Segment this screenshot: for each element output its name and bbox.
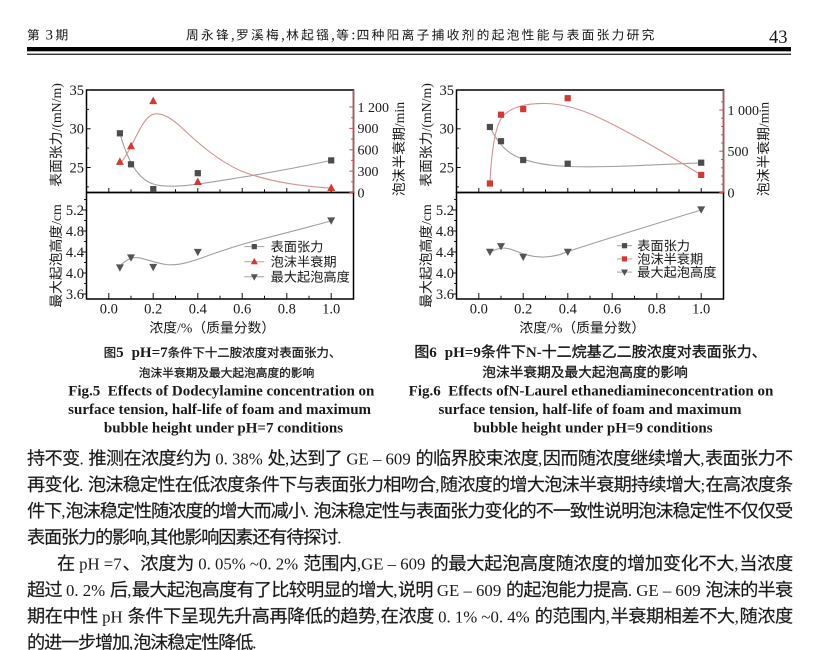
svg-text:/cm: /cm: [49, 204, 64, 225]
svg-text:30: 30: [440, 122, 455, 138]
svg-text:,: ,: [61, 502, 65, 521]
svg-text:pH=9: pH=9: [445, 345, 481, 361]
svg-text:1 200: 1 200: [358, 101, 390, 116]
svg-text:surface tension, half-life of: surface tension, half-life of foam and m…: [68, 402, 371, 418]
svg-text:.: .: [305, 502, 313, 521]
svg-text:3.6: 3.6: [66, 287, 84, 303]
svg-text:0. 2%: 0. 2%: [62, 581, 110, 600]
svg-text:0.0: 0.0: [100, 302, 118, 318]
svg-text:4.4: 4.4: [66, 245, 85, 261]
svg-text:GE – 609: GE – 609: [433, 581, 506, 600]
svg-text:4.4: 4.4: [436, 245, 455, 261]
svg-text:300: 300: [358, 165, 379, 180]
svg-text:4.8: 4.8: [66, 224, 84, 240]
svg-text:.: .: [252, 634, 256, 650]
svg-text:35: 35: [440, 83, 455, 99]
svg-text:,: ,: [734, 555, 738, 574]
svg-text:3.6: 3.6: [436, 287, 454, 303]
svg-text::: :: [351, 28, 355, 44]
svg-text:,: ,: [735, 607, 739, 626]
svg-text:;: ;: [701, 476, 706, 495]
svg-text:/(mN/m): /(mN/m): [419, 83, 435, 131]
svg-text:4.0: 4.0: [66, 266, 84, 282]
svg-text:,: ,: [606, 607, 610, 626]
svg-text:/%: /%: [177, 321, 193, 336]
svg-text:/%: /%: [547, 321, 563, 336]
svg-text:pH: pH: [98, 607, 127, 626]
svg-text:,: ,: [231, 28, 235, 44]
svg-text:5: 5: [116, 345, 124, 361]
svg-text:30: 30: [70, 122, 85, 138]
svg-text:25: 25: [70, 160, 85, 176]
svg-text:/min: /min: [392, 102, 407, 127]
svg-text:1 000: 1 000: [728, 104, 760, 119]
svg-text:500: 500: [728, 145, 749, 160]
svg-text:,: ,: [146, 528, 150, 547]
svg-text:35: 35: [70, 83, 85, 99]
svg-text:0: 0: [358, 186, 365, 201]
svg-text:,: ,: [331, 28, 335, 44]
svg-text:Fig.5 Effects of Dodecylamine: Fig.5 Effects of Dodecylamine concentrat…: [68, 384, 375, 400]
svg-text:5.2: 5.2: [436, 203, 454, 219]
svg-text:0.4: 0.4: [189, 302, 208, 318]
svg-text:0. 05% ~0. 2%: 0. 05% ~0. 2%: [194, 555, 302, 574]
svg-text:5.2: 5.2: [66, 203, 84, 219]
svg-text:0.6: 0.6: [233, 302, 251, 318]
svg-text:0. 38%: 0. 38%: [211, 450, 267, 469]
svg-text:. GE – 609: . GE – 609: [628, 581, 705, 600]
svg-text:600: 600: [358, 144, 379, 159]
svg-text:900: 900: [358, 122, 379, 137]
svg-text:.: .: [79, 476, 87, 495]
svg-text:,: ,: [285, 450, 289, 469]
svg-text:GE – 609: GE – 609: [342, 450, 415, 469]
svg-text:pH =7: pH =7: [75, 555, 122, 574]
svg-text:.: .: [337, 528, 341, 547]
svg-text:.: .: [80, 450, 88, 469]
svg-text:,: ,: [376, 607, 380, 626]
svg-text:0.4: 0.4: [559, 302, 578, 318]
svg-text:Fig.6 Effects ofN-Laurel etha: Fig.6 Effects ofN-Laurel ethanediamineco…: [409, 384, 774, 400]
svg-text:43: 43: [769, 28, 788, 48]
svg-text:0.2: 0.2: [144, 302, 162, 318]
svg-text:4.8: 4.8: [436, 224, 454, 240]
svg-text:1.0: 1.0: [692, 302, 710, 318]
svg-text:0.8: 0.8: [648, 302, 666, 318]
svg-text:N-: N-: [526, 345, 542, 361]
svg-text:3: 3: [46, 28, 54, 44]
svg-text:,: ,: [435, 476, 439, 495]
svg-text:1.0: 1.0: [322, 302, 340, 318]
svg-text:bubble height under pH=7 condi: bubble height under pH=7 conditions: [104, 421, 343, 437]
svg-text:0.6: 0.6: [603, 302, 621, 318]
svg-text:0.0: 0.0: [470, 302, 488, 318]
svg-text:,: ,: [700, 450, 704, 469]
svg-text:pH=7: pH=7: [132, 345, 169, 361]
svg-text:0.8: 0.8: [278, 302, 296, 318]
svg-text:0.2: 0.2: [514, 302, 532, 318]
svg-text:6: 6: [429, 345, 437, 361]
svg-text:/(mN/m): /(mN/m): [49, 83, 65, 131]
svg-text:,: ,: [393, 581, 397, 600]
svg-text:0. 1% ~0. 4%: 0. 1% ~0. 4%: [434, 607, 534, 626]
svg-text:surface tension, half-life of: surface tension, half-life of foam and m…: [439, 402, 742, 418]
svg-text:/min: /min: [756, 102, 771, 127]
svg-text:/cm: /cm: [419, 204, 434, 225]
svg-text:0: 0: [728, 186, 735, 201]
svg-text:,: ,: [281, 28, 285, 44]
svg-text:,: ,: [129, 634, 133, 650]
svg-text:bubble height under pH=9 condi: bubble height under pH=9 conditions: [473, 421, 712, 437]
svg-text:4.0: 4.0: [436, 266, 454, 282]
svg-text:,: ,: [538, 450, 542, 469]
svg-text:,GE – 609: ,GE – 609: [357, 555, 430, 574]
svg-text:,: ,: [127, 581, 131, 600]
svg-text:25: 25: [440, 160, 455, 176]
